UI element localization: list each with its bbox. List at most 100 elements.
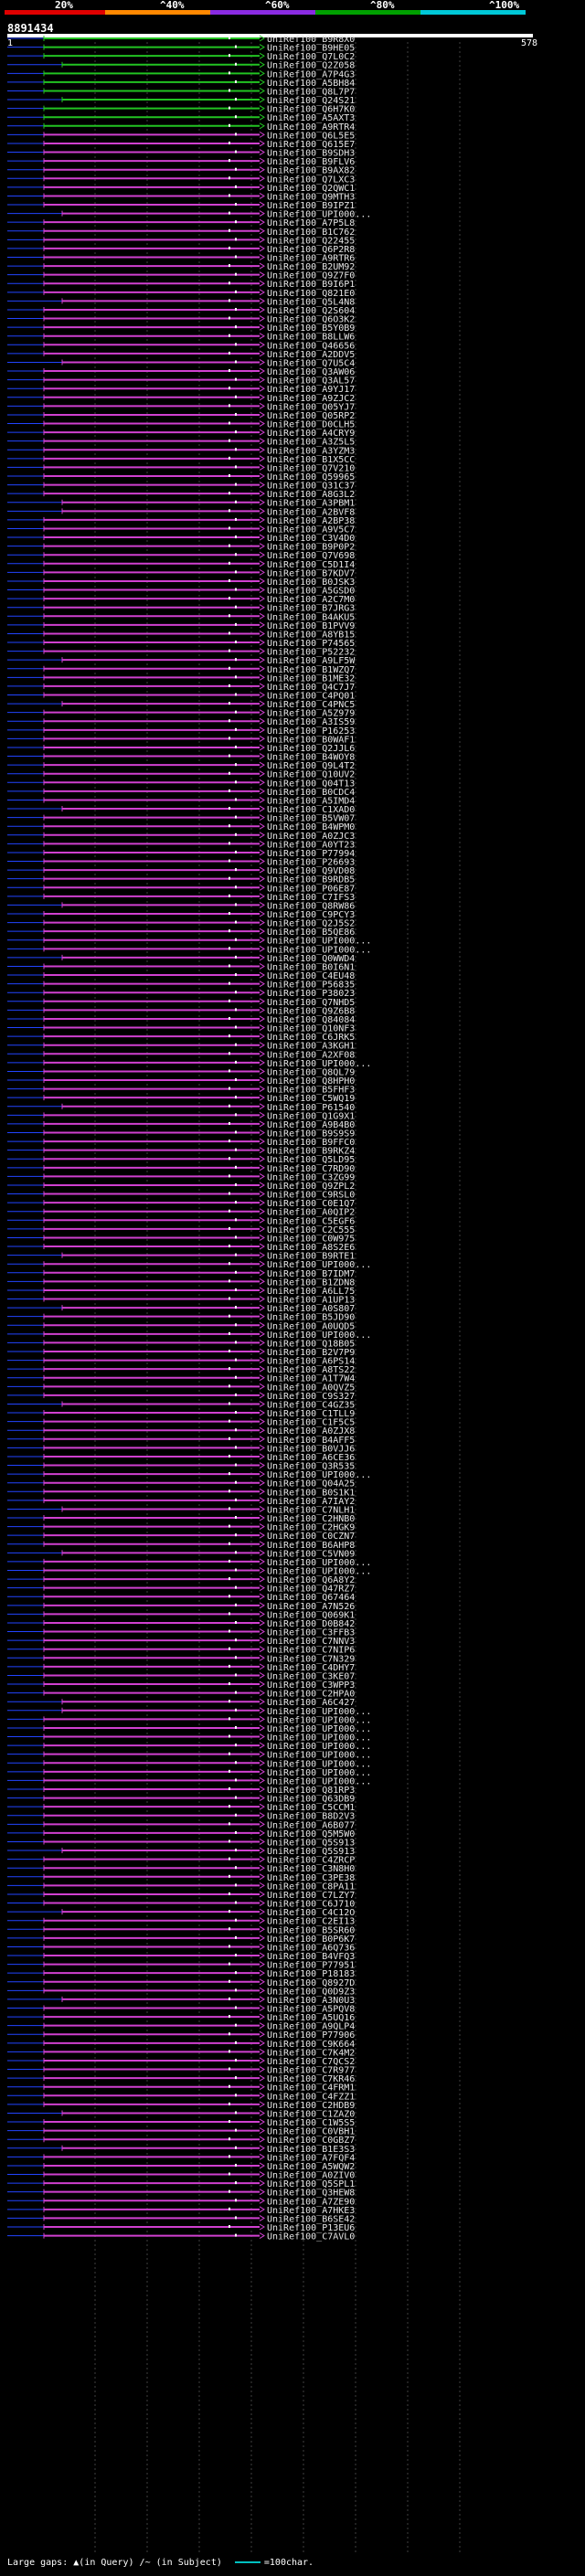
hit-label[interactable]: UniRef100_C9K664 [267,2040,355,2050]
hit-label[interactable]: UniRef100_B5VW07 [267,814,355,824]
hit-label[interactable]: UniRef100_Q6A8Y2 [267,1575,355,1585]
hit-row[interactable]: UniRef100_C7K4M2 [7,2048,355,2058]
hit-label[interactable]: UniRef100_A0ZJX8 [267,1426,355,1436]
hit-row[interactable]: UniRef100_Q6L5E5 [7,131,355,141]
hit-row[interactable]: UniRef100_UPI000... [7,1776,371,1786]
hit-label[interactable]: UniRef100_B9R8X0 [267,35,355,45]
hit-label[interactable]: UniRef100_A6C427 [267,1698,355,1708]
hit-row[interactable]: UniRef100_B5Y0B9 [7,323,355,334]
hit-row[interactable]: UniRef100_P52232 [7,648,355,658]
hit-row[interactable]: UniRef100_C3WPP3 [7,1680,355,1691]
hit-label[interactable]: UniRef100_Q04A25 [267,1479,355,1489]
hit-label[interactable]: UniRef100_UPI000... [267,1715,371,1725]
hit-label[interactable]: UniRef100_B7JRG3 [267,604,355,614]
hit-row[interactable]: UniRef100_B5QE86 [7,928,355,938]
hit-row[interactable]: UniRef100_A5GSD0 [7,587,355,597]
hit-label[interactable]: UniRef100_B4AFF5 [267,1436,355,1446]
hit-row[interactable]: UniRef100_A5UQ16 [7,2013,355,2023]
hit-label[interactable]: UniRef100_B1ZDN8 [267,1277,355,1288]
hit-label[interactable]: UniRef100_C3V4D0 [267,534,355,544]
hit-row[interactable]: UniRef100_C2HDB9 [7,2101,355,2111]
hit-row[interactable]: UniRef100_C5EGF6 [7,1216,355,1226]
hit-label[interactable]: UniRef100_B1C762 [267,228,355,238]
hit-row[interactable]: UniRef100_A9V5C7 [7,525,355,535]
hit-row[interactable]: UniRef100_B7KDV7 [7,568,355,578]
hit-label[interactable]: UniRef100_C0CZN7 [267,1532,355,1542]
hit-row[interactable]: UniRef100_C3V4D0 [7,534,355,544]
hit-row[interactable]: UniRef100_P77951 [7,1961,355,1971]
hit-label[interactable]: UniRef100_Q5LD95 [267,1155,355,1165]
hit-label[interactable]: UniRef100_C3N8H0 [267,1864,355,1874]
hit-row[interactable]: UniRef100_A8TS22 [7,1365,355,1375]
hit-row[interactable]: UniRef100_C9S327 [7,1392,355,1402]
hit-row[interactable]: UniRef100_B0I6N1 [7,962,355,972]
hit-row[interactable]: UniRef100_UPI000... [7,1724,371,1734]
hit-row[interactable]: UniRef100_UPI000... [7,1567,371,1577]
hit-label[interactable]: UniRef100_A1UP13 [267,1296,355,1306]
hit-label[interactable]: UniRef100_Q3R535 [267,1462,355,1472]
hit-row[interactable]: UniRef100_B9S9S9 [7,1129,355,1140]
hit-label[interactable]: UniRef100_P61540 [267,1103,355,1113]
hit-label[interactable]: UniRef100_C3ZG99 [267,1172,355,1182]
hit-label[interactable]: UniRef100_Q4C7J7 [267,683,355,693]
hit-label[interactable]: UniRef100_A7ZE90 [267,2197,355,2207]
hit-row[interactable]: UniRef100_A3PBM1 [7,499,355,509]
hit-row[interactable]: UniRef100_B5SR60 [7,1925,355,1935]
hit-row[interactable]: UniRef100_UPI000... [7,1733,371,1744]
hit-row[interactable]: UniRef100_Q63DB9 [7,1795,355,1805]
hit-row[interactable]: UniRef100_Q2QWC1 [7,184,355,194]
hit-row[interactable]: UniRef100_B4AFF5 [7,1436,355,1446]
hit-label[interactable]: UniRef100_A0ZJC3 [267,832,355,842]
hit-row[interactable]: UniRef100_Q6P2R8 [7,245,355,255]
hit-label[interactable]: UniRef100_C4GZ35 [267,1400,355,1410]
hit-row[interactable]: UniRef100_C7N329 [7,1654,355,1664]
hit-row[interactable]: UniRef100_C4GZ35 [7,1400,355,1410]
hit-label[interactable]: UniRef100_Q05RP2 [267,411,355,421]
hit-row[interactable]: UniRef100_B0S1K1 [7,1488,355,1498]
hit-row[interactable]: UniRef100_C7QCS2 [7,2057,355,2067]
hit-label[interactable]: UniRef100_A7HKE3 [267,2206,355,2216]
hit-label[interactable]: UniRef100_D0CLH5 [267,420,355,430]
hit-row[interactable]: UniRef100_C1ZAZ0 [7,2109,355,2119]
hit-row[interactable]: UniRef100_B9IPZ1 [7,201,355,211]
hit-row[interactable]: UniRef100_C5CCM1 [7,1803,355,1813]
hit-row[interactable]: UniRef100_UPI000... [7,937,371,947]
hit-label[interactable]: UniRef100_C5EGF6 [267,1216,355,1226]
hit-row[interactable]: UniRef100_A7IAY2 [7,1497,355,1507]
hit-row[interactable]: UniRef100_B9R8X0 [7,35,355,45]
hit-label[interactable]: UniRef100_B9S9S9 [267,1129,355,1140]
hit-label[interactable]: UniRef100_B9RDB5 [267,875,355,885]
hit-label[interactable]: UniRef100_A3N0U3 [267,1996,355,2006]
hit-row[interactable]: UniRef100_C3FFB3 [7,1628,355,1638]
hit-label[interactable]: UniRef100_A6LL75 [267,1287,355,1297]
hit-row[interactable]: UniRef100_A6PS14 [7,1357,355,1367]
hit-row[interactable]: UniRef100_A6B077 [7,1820,355,1830]
hit-row[interactable]: UniRef100_B0CDC4 [7,788,355,798]
hit-label[interactable]: UniRef100_A0QVZ5 [267,1383,355,1393]
hit-row[interactable]: UniRef100_A6Q736 [7,1943,355,1953]
hit-label[interactable]: UniRef100_P16253 [267,726,355,737]
hit-row[interactable]: UniRef100_Q2Z058 [7,61,355,71]
hit-label[interactable]: UniRef100_C7NIP6 [267,1646,355,1656]
hit-label[interactable]: UniRef100_Q8RW86 [267,901,355,911]
hit-row[interactable]: UniRef100_Q0D9Z3 [7,1987,355,1997]
hit-label[interactable]: UniRef100_Q0D9Z3 [267,1987,355,1997]
hit-row[interactable]: UniRef100_C4FRM1 [7,2083,355,2094]
hit-label[interactable]: UniRef100_Q9VD08 [267,866,355,876]
hit-label[interactable]: UniRef100_P56835 [267,981,355,991]
hit-row[interactable]: UniRef100_B0VJJ6 [7,1444,355,1454]
hit-row[interactable]: UniRef100_Q6A8Y2 [7,1575,355,1585]
hit-row[interactable]: UniRef100_Q3HEW8 [7,2189,355,2199]
hit-label[interactable]: UniRef100_Q2JJL6 [267,744,355,754]
hit-label[interactable]: UniRef100_C9S327 [267,1392,355,1402]
hit-label[interactable]: UniRef100_Q22455 [267,236,355,246]
hit-row[interactable]: UniRef100_A0ZJX8 [7,1426,355,1436]
hit-label[interactable]: UniRef100_Q9Z7F0 [267,271,355,281]
hit-row[interactable]: UniRef100_Q9VD08 [7,866,355,876]
hit-row[interactable]: UniRef100_Q04T13 [7,779,355,789]
hit-label[interactable]: UniRef100_B9AX82 [267,166,355,176]
hit-label[interactable]: UniRef100_B0WAF1 [267,735,355,745]
hit-row[interactable]: UniRef100_Q7L0C2 [7,52,355,62]
hit-label[interactable]: UniRef100_C7LZY7 [267,1891,355,1901]
hit-row[interactable]: UniRef100_Q615E7 [7,140,355,150]
